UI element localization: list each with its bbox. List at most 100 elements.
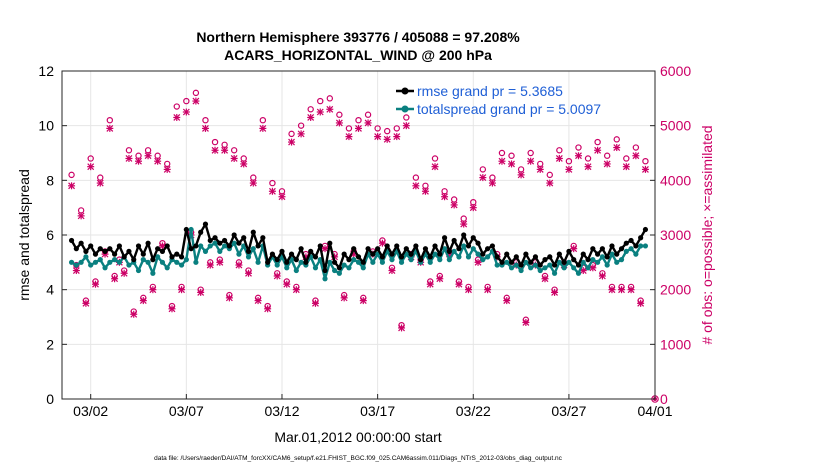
totalspread-point <box>389 257 395 263</box>
rmse-point <box>561 259 567 265</box>
obs-assimilated-point <box>570 245 578 253</box>
y-left-tick-label: 0 <box>46 391 54 407</box>
totalspread-point <box>150 270 156 276</box>
totalspread-point <box>97 257 103 263</box>
obs-possible-point <box>202 116 209 124</box>
totalspread-point <box>159 259 166 265</box>
obs-assimilated-point <box>206 261 214 269</box>
rmse-point <box>155 246 161 252</box>
rmse-point <box>351 246 357 252</box>
y-right-tick-label: 0 <box>660 391 668 407</box>
rmse-point <box>571 257 577 263</box>
obs-assimilated-point <box>182 108 190 116</box>
obs-possible-point <box>355 116 362 124</box>
rmse-point <box>427 254 433 260</box>
rmse-point <box>140 251 146 257</box>
rmse-point <box>475 240 481 246</box>
rmse-point <box>580 251 586 257</box>
rmse-point <box>556 251 562 257</box>
obs-assimilated-point <box>460 220 468 228</box>
totalspread-point <box>547 262 553 268</box>
obs-assimilated-point <box>345 133 353 141</box>
obs-assimilated-point <box>450 201 458 209</box>
obs-assimilated-point <box>484 286 492 294</box>
obs-assimilated-point <box>91 280 99 288</box>
obs-assimilated-point <box>374 133 382 141</box>
rmse-point <box>116 243 122 249</box>
rmse-point <box>92 251 99 257</box>
totalspread-point <box>551 270 558 276</box>
rmse-point <box>198 229 204 235</box>
obs-assimilated-point <box>517 171 525 179</box>
obs-assimilated-point <box>245 269 253 277</box>
totalspread-point <box>379 259 386 265</box>
obs-assimilated-point <box>135 157 143 165</box>
rmse-point <box>202 221 209 227</box>
totalspread-point <box>207 243 213 249</box>
obs-possible-point <box>556 147 563 154</box>
rmse-point <box>480 251 486 257</box>
totalspread-point <box>638 243 644 249</box>
totalspread-point <box>312 265 319 271</box>
y-right-tick-label: 4000 <box>660 172 691 188</box>
rmse-point <box>212 235 218 241</box>
obs-assimilated-point <box>522 318 530 326</box>
rmse-point <box>126 248 132 254</box>
obs-assimilated-point <box>464 286 472 294</box>
obs-possible-point <box>642 157 649 165</box>
rmse-point <box>518 262 524 268</box>
obs-assimilated-point <box>292 286 300 294</box>
obs-assimilated-point <box>594 146 602 154</box>
obs-possible-point <box>431 155 439 162</box>
rmse-point <box>408 251 414 257</box>
totalspread-point <box>250 246 256 252</box>
totalspread-point <box>480 257 486 263</box>
obs-possible-point <box>374 125 381 132</box>
obs-assimilated-point <box>307 113 315 121</box>
obs-possible-point <box>307 106 314 113</box>
totalspread-point <box>155 254 161 260</box>
rmse-point <box>260 235 266 241</box>
obs-assimilated-point <box>96 179 104 187</box>
obs-assimilated-point <box>163 165 171 173</box>
totalspread-point <box>456 254 462 260</box>
obs-assimilated-point <box>72 267 80 275</box>
obs-assimilated-point <box>125 154 133 162</box>
obs-assimilated-point <box>632 152 640 160</box>
obs-assimilated-point <box>622 163 630 171</box>
y-right-tick-label: 5000 <box>660 118 691 134</box>
obs-assimilated-point <box>565 165 573 173</box>
totalspread-point <box>221 243 228 249</box>
rmse-point <box>346 257 352 263</box>
x-tick-label: 03/12 <box>264 403 299 419</box>
rmse-point <box>112 251 118 257</box>
totalspread-point <box>322 276 328 282</box>
rmse-point <box>121 254 127 260</box>
obs-assimilated-point <box>603 160 611 168</box>
rmse-point <box>317 243 323 249</box>
obs-possible-point <box>613 136 620 143</box>
obs-assimilated-point <box>335 119 343 127</box>
totalspread-point <box>642 243 649 249</box>
totalspread-point <box>68 259 75 265</box>
y-axis-left-label: rmse and totalspread <box>16 169 32 301</box>
totalspread-point <box>88 262 94 268</box>
totalspread-point <box>451 248 457 254</box>
obs-assimilated-point <box>584 163 592 171</box>
totalspread-point <box>542 265 548 271</box>
obs-assimilated-point <box>154 157 162 165</box>
rmse-point <box>193 243 199 249</box>
totalspread-point <box>351 257 357 263</box>
totalspread-point <box>126 262 132 268</box>
obs-possible-point <box>288 130 295 138</box>
totalspread-point <box>346 265 352 271</box>
rmse-point <box>288 251 295 257</box>
obs-assimilated-point <box>149 286 157 294</box>
totalspread-point <box>427 259 433 265</box>
totalspread-point <box>504 259 510 265</box>
totalspread-point <box>202 248 209 254</box>
totalspread-point <box>293 267 299 274</box>
totalspread-point <box>461 243 467 249</box>
totalspread-point <box>518 267 524 274</box>
totalspread-point <box>614 259 620 265</box>
